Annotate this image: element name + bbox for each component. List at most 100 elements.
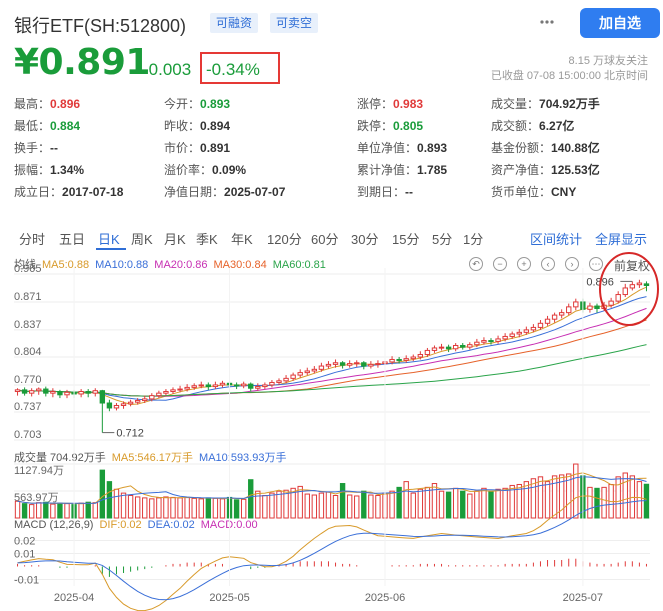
candle-body [558, 312, 565, 316]
volume-tick-label: 1127.94万 [14, 465, 64, 477]
ma-line [17, 286, 647, 406]
stat-label: 振幅： [14, 163, 51, 177]
volume-bar [78, 502, 84, 519]
forward-adjust-toggle[interactable]: 前复权 [614, 259, 651, 273]
legend-item: MA10:0.88 [95, 259, 149, 271]
candle-body [615, 294, 621, 302]
candle-body [452, 344, 459, 350]
legend-item: MA20:0.86 [154, 259, 208, 271]
highlight-box [200, 52, 280, 84]
volume-bar [64, 503, 70, 519]
fullscreen-button[interactable]: 全屏显示 [595, 232, 648, 247]
volume-bar [502, 487, 508, 519]
volume-bar [205, 497, 212, 519]
range-stats-button[interactable]: 区间统计 [530, 232, 583, 247]
more-options-icon[interactable]: ⋯ [589, 257, 603, 271]
candle-body [184, 386, 190, 390]
candle-body [255, 386, 261, 389]
volume-bar [85, 501, 91, 519]
candle-body [587, 305, 593, 310]
share-icon[interactable] [539, 14, 555, 30]
volume-bar [488, 490, 494, 519]
volume-bar [57, 502, 63, 519]
volume-bar [361, 490, 367, 519]
tab-period[interactable]: 年K [231, 232, 253, 247]
tab-period[interactable]: 5分 [432, 232, 453, 247]
volume-bar [339, 483, 346, 519]
current-price: ¥0.891 [14, 42, 150, 83]
candle-body [43, 388, 49, 394]
tab-period[interactable]: 30分 [351, 232, 379, 247]
stat-item: 溢价率：0.09% [164, 161, 246, 178]
candle-body [142, 398, 148, 402]
scroll-right-icon[interactable]: › [565, 257, 579, 271]
candle-body [127, 401, 134, 405]
volume-bar [106, 481, 113, 519]
candle-body [629, 284, 636, 289]
candle-body [304, 370, 310, 374]
tab-period[interactable]: 五日 [59, 232, 86, 247]
scroll-left-icon[interactable]: ‹ [541, 257, 555, 271]
candle-body [311, 368, 318, 372]
candle-body [269, 381, 275, 386]
candle-body [460, 344, 466, 348]
stat-item: 最低：0.884 [14, 117, 80, 134]
price-tick-label: 0.804 [14, 346, 42, 358]
price-tick-label: 0.703 [14, 429, 42, 441]
volume-bar [474, 490, 480, 519]
zoom-in-icon[interactable]: + [517, 257, 531, 271]
candle-body [361, 362, 367, 367]
candle-body [389, 358, 395, 363]
zoom-out-icon[interactable]: − [493, 257, 507, 271]
volume-bar [551, 475, 558, 519]
candle-body [106, 402, 113, 409]
stat-item: 资产净值：125.53亿 [491, 161, 600, 178]
stat-item: 货币单位：CNY [491, 183, 576, 200]
candle-body [368, 363, 374, 367]
volume-bar [212, 497, 219, 519]
candle-body [396, 358, 402, 361]
stat-label: 今开： [164, 97, 201, 111]
price-tick-label: 0.871 [14, 291, 42, 303]
stat-label: 跌停： [357, 119, 394, 133]
tab-period[interactable]: 月K [164, 232, 186, 247]
active-tab-underline [96, 248, 126, 250]
price-change: -0.003 [143, 60, 192, 79]
volume-bar [332, 494, 339, 519]
candle-body [113, 404, 120, 409]
undo-icon[interactable]: ↶ [469, 257, 483, 271]
volume-bar [156, 497, 162, 519]
candle-body [622, 287, 628, 296]
tab-period[interactable]: 周K [131, 232, 153, 247]
candle-body [608, 300, 614, 306]
ma-line [17, 344, 647, 397]
ma-legend: 均线 MA5:0.88 MA10:0.88 MA20:0.86 MA30:0.84 MA6… [14, 256, 332, 271]
tab-period[interactable]: 日K [98, 232, 120, 247]
candle-body [467, 344, 473, 348]
candle-body [205, 384, 212, 388]
stat-label: 溢价率： [164, 163, 213, 177]
tab-period[interactable]: 120分 [267, 232, 302, 247]
candle-body [290, 374, 296, 379]
volume-bar [50, 503, 56, 519]
tab-period[interactable]: 分时 [19, 232, 46, 247]
legend-item: MA5:546.17万手 [111, 452, 194, 464]
legend-item: DEA:0.02 [147, 519, 195, 531]
legend-item: DIF:0.02 [99, 519, 142, 531]
candle-body [212, 384, 219, 388]
volume-bar [452, 487, 459, 519]
tab-period[interactable]: 季K [196, 232, 218, 247]
volume-bar [537, 476, 544, 519]
candle-body [297, 372, 303, 376]
stat-value: 0.891 [200, 141, 231, 155]
candle-body [325, 363, 332, 367]
add-to-watchlist-button[interactable]: 加自选 [580, 8, 660, 38]
volume-bar [170, 496, 176, 519]
volume-bar [375, 494, 381, 519]
candle-body [248, 383, 254, 389]
tab-period[interactable]: 60分 [311, 232, 339, 247]
tab-period[interactable]: 1分 [463, 232, 484, 247]
volume-bar [530, 478, 537, 519]
tab-period[interactable]: 15分 [392, 232, 420, 247]
